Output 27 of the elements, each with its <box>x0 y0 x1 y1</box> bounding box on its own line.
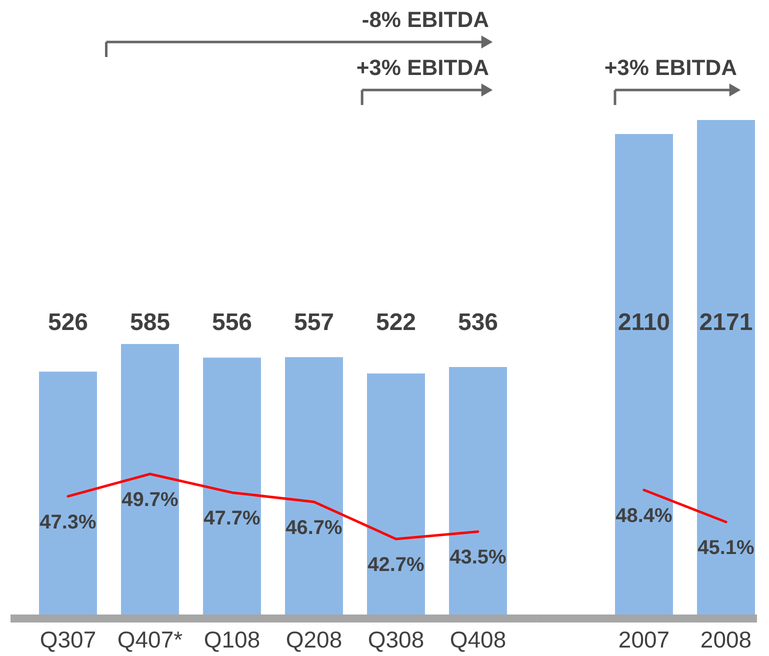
text: -8% EBITDA <box>362 7 490 32</box>
x-tick-label: Q408 <box>450 626 506 652</box>
x-tick-label: Q407* <box>117 626 183 652</box>
data-label: 2110 <box>618 309 670 336</box>
x-tick-label: Q108 <box>204 626 260 652</box>
data-label: 49.7% <box>122 489 179 511</box>
data-label: 46.7% <box>286 516 343 539</box>
text: +3% EBITDA <box>604 55 738 80</box>
data-label: 48.4% <box>616 505 673 527</box>
x-tick-label: 2008 <box>700 626 752 652</box>
x-tick-label: 2007 <box>618 626 670 652</box>
data-label: 47.7% <box>204 508 261 530</box>
data-label: 557 <box>294 309 334 336</box>
data-label: 526 <box>48 309 88 336</box>
x-tick-label: Q308 <box>368 626 424 652</box>
data-label: 43.5% <box>450 546 507 569</box>
x-tick-label: Q307 <box>40 626 96 652</box>
data-label: 556 <box>212 309 252 336</box>
data-label: 585 <box>130 309 170 336</box>
data-label: 522 <box>376 309 416 336</box>
data-label: 2171 <box>699 309 753 336</box>
x-tick-label: Q208 <box>286 626 342 652</box>
data-label: 42.7% <box>368 554 425 576</box>
text: +3% EBITDA <box>356 55 490 80</box>
data-label: 536 <box>458 309 498 336</box>
data-label: 47.3% <box>40 511 97 534</box>
data-label: 45.1% <box>698 537 755 559</box>
